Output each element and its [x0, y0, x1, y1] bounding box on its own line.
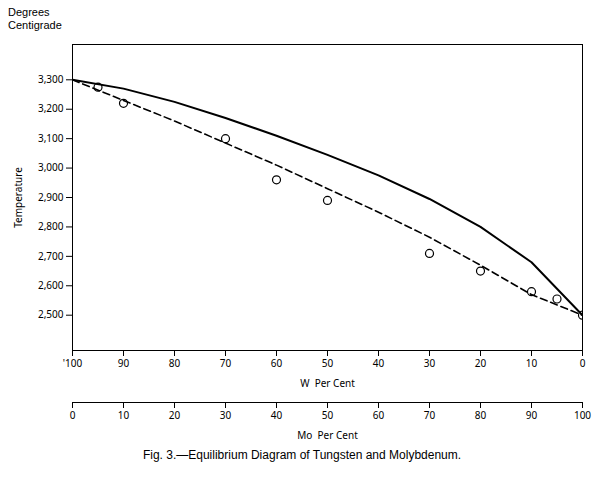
svg-text:60: 60 — [271, 356, 283, 370]
svg-text:60: 60 — [373, 408, 385, 422]
svg-text:Temperature: Temperature — [11, 167, 25, 228]
svg-text:20: 20 — [475, 356, 487, 370]
svg-text:2,700: 2,700 — [38, 249, 64, 263]
svg-text:2,900: 2,900 — [38, 190, 64, 204]
svg-text:30: 30 — [424, 356, 436, 370]
svg-text:10: 10 — [118, 408, 130, 422]
svg-text:2,600: 2,600 — [38, 278, 64, 292]
svg-text:0: 0 — [580, 356, 586, 370]
svg-text:'100: '100 — [63, 356, 83, 370]
svg-text:3,100: 3,100 — [38, 131, 64, 145]
svg-text:90: 90 — [526, 408, 538, 422]
html-text:Fig. 3.—Equilibrium Diagram of: Fig. 3.—Equilibrium Diagram of Tungsten … — [142, 448, 462, 462]
svg-text:90: 90 — [118, 356, 130, 370]
svg-text:70: 70 — [220, 356, 232, 370]
svg-text:50: 50 — [322, 408, 334, 422]
svg-text:Mo Per Cent: Mo Per Cent — [297, 428, 358, 442]
svg-text:40: 40 — [373, 356, 385, 370]
svg-text:0: 0 — [70, 408, 76, 422]
svg-text:70: 70 — [424, 408, 436, 422]
svg-text:3,200: 3,200 — [38, 101, 64, 115]
svg-text:30: 30 — [220, 408, 232, 422]
svg-text:2,800: 2,800 — [38, 219, 64, 233]
svg-text:40: 40 — [271, 408, 283, 422]
svg-text:3,300: 3,300 — [38, 72, 64, 86]
svg-text:2,500: 2,500 — [38, 307, 64, 321]
svg-text:W Per Cent: W Per Cent — [300, 376, 355, 390]
svg-text:3,000: 3,000 — [38, 160, 64, 174]
svg-text:80: 80 — [169, 356, 181, 370]
svg-text:50: 50 — [322, 356, 334, 370]
svg-text:20: 20 — [169, 408, 181, 422]
html-text:Degrees Centigrade: Degrees Centigrade — [8, 6, 62, 31]
svg-text:80: 80 — [475, 408, 487, 422]
svg-text:10: 10 — [526, 356, 538, 370]
svg-text:100: 100 — [574, 408, 591, 422]
